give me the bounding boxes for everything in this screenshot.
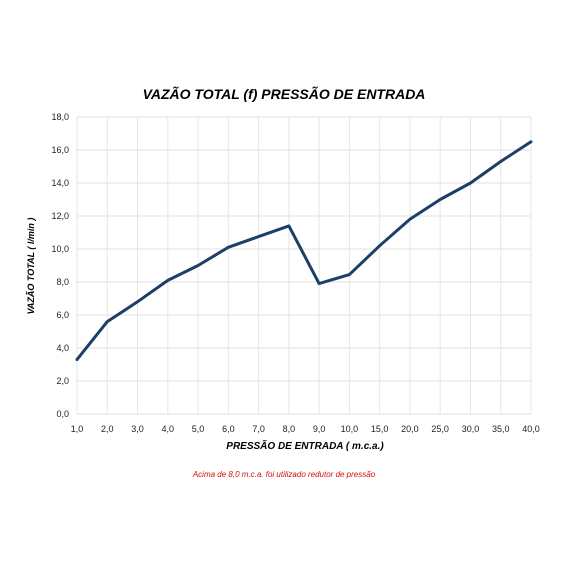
y-tick-label: 6,0 — [56, 310, 69, 320]
x-tick-label: 25,0 — [431, 424, 449, 434]
grid-lines — [76, 116, 532, 415]
y-tick-label: 14,0 — [51, 178, 69, 188]
y-tick-label: 2,0 — [56, 376, 69, 386]
y-tick-labels: 0,0 2,0 4,0 6,0 8,0 10,0 12,0 14,0 16,0 18,0 — [51, 112, 69, 419]
y-tick-label: 18,0 — [51, 112, 69, 122]
y-tick-label: 0,0 — [56, 409, 69, 419]
x-tick-label: 40,0 — [522, 424, 540, 434]
y-tick-label: 12,0 — [51, 211, 69, 221]
x-tick-label: 15,0 — [371, 424, 389, 434]
x-axis-label: PRESSÃO DE ENTRADA ( m.c.a.) — [226, 441, 384, 452]
x-tick-label: 30,0 — [462, 424, 480, 434]
x-tick-labels: 1,0 2,0 3,0 4,0 5,0 6,0 7,0 8,0 9,0 10,0 15,0 20,0 2… — [71, 424, 540, 434]
x-tick-label: 7,0 — [252, 424, 265, 434]
x-tick-label: 20,0 — [401, 424, 419, 434]
x-tick-label: 9,0 — [313, 424, 326, 434]
x-tick-label: 5,0 — [192, 424, 205, 434]
y-tick-label: 4,0 — [56, 343, 69, 353]
x-tick-label: 4,0 — [162, 424, 175, 434]
y-axis-label: VAZÃO TOTAL ( l/min ) — [26, 217, 36, 315]
y-tick-label: 16,0 — [51, 145, 69, 155]
x-tick-label: 2,0 — [101, 424, 114, 434]
x-tick-label: 35,0 — [492, 424, 510, 434]
x-tick-label: 10,0 — [341, 424, 359, 434]
y-tick-label: 10,0 — [51, 244, 69, 254]
y-tick-label: 8,0 — [56, 277, 69, 287]
x-tick-label: 6,0 — [222, 424, 235, 434]
chart-annotation: Acima de 8,0 m.c.a. foi utilizado reduto… — [192, 470, 376, 479]
x-tick-label: 1,0 — [71, 424, 84, 434]
x-tick-label: 3,0 — [131, 424, 144, 434]
x-tick-label: 8,0 — [283, 424, 296, 434]
series-line — [75, 140, 533, 362]
chart-title: VAZÃO TOTAL (f) PRESSÃO DE ENTRADA — [142, 86, 426, 102]
